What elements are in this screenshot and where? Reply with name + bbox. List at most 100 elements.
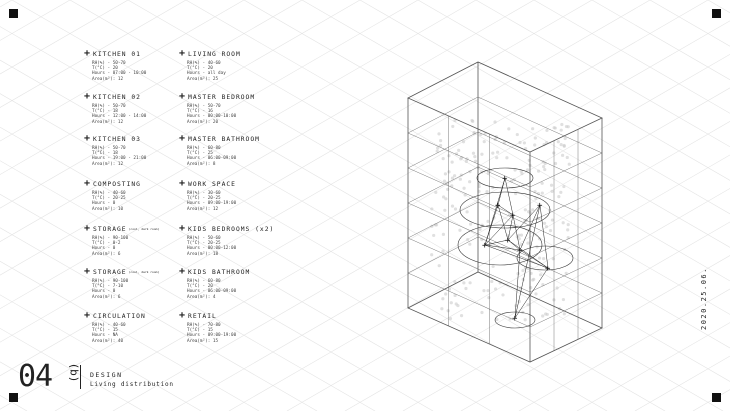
volume-dot [462, 187, 465, 190]
volume-dot [469, 281, 472, 284]
room-title-row: + WORK SPACE [179, 180, 274, 188]
volume-dot [457, 149, 460, 152]
volume-dot [466, 238, 469, 241]
volume-dot [434, 191, 437, 194]
room-entry: + STORAGE (cool, dark room) RH(%) - 90-100… [84, 225, 179, 257]
volume-dot [441, 250, 444, 253]
volume-dot [521, 269, 524, 272]
room-title-row: + KITCHEN 02 [84, 93, 179, 101]
room-area: Area(m²): 6 [92, 295, 179, 300]
room-title: MASTER BATHROOM [188, 136, 260, 143]
room-title: KIDS BEDROOMS (x2) [188, 226, 274, 233]
volume-dot [526, 168, 529, 171]
room-entry: + WORK SPACE RH(%) - 30-60 T(°C) - 20-25 Ho… [179, 180, 274, 212]
volume-dot [505, 156, 508, 159]
room-title-row: + STORAGE (cool, dark room) [84, 268, 179, 276]
grid-line [287, 0, 730, 411]
volume-dot [564, 137, 567, 140]
volume-dot [542, 257, 545, 260]
room-title-row: + KITCHEN 01 [84, 50, 179, 58]
room-entry: + KITCHEN 02 RH(%) - 50-70 T(°C) - 18 Hours… [84, 93, 179, 125]
volume-dot [560, 129, 563, 132]
room-area: Area(m²): 6 [92, 252, 179, 257]
volume-dot [496, 151, 499, 154]
volume-dot [566, 228, 569, 231]
room-title: LIVING ROOM [188, 51, 241, 58]
volume-dot [460, 314, 463, 317]
volume-dot [566, 156, 569, 159]
volume-dot [524, 208, 527, 211]
volume-dot [451, 205, 454, 208]
sheet-subtitle: Living distribution [90, 381, 174, 388]
grid-line [0, 0, 12, 411]
volume-dot [448, 288, 451, 291]
room-title-row: + KIDS BATHROOM [179, 268, 274, 276]
grid-line [0, 0, 70, 411]
room-title: KITCHEN 01 [93, 51, 141, 58]
volume-dot [560, 123, 563, 126]
volume-dot [442, 157, 445, 160]
volume-dot [562, 298, 565, 301]
volume-dot [487, 296, 490, 299]
corner-mark [9, 393, 18, 402]
volume-dot [533, 143, 536, 146]
volume-dot [443, 209, 446, 212]
volume-dot [557, 140, 560, 143]
volume-dot [541, 314, 544, 317]
corner-mark [9, 9, 18, 18]
volume-dot [464, 287, 467, 290]
room-title: CIRCULATION [93, 313, 146, 320]
volume-dot [507, 127, 510, 130]
volume-dot [518, 141, 521, 144]
volume-dot [531, 208, 534, 211]
volume-dot [451, 125, 454, 128]
volume-dot [439, 139, 442, 142]
room-title: KITCHEN 02 [93, 94, 141, 101]
volume-dot [516, 133, 519, 136]
room-entry: + CIRCULATION RH(%) - 40-60 T(°C) - 15 Hour… [84, 312, 179, 344]
node-marker: + [482, 241, 488, 251]
grid-line [476, 0, 730, 411]
room-area: Area(m²): 40 [92, 339, 179, 344]
room-title: RETAIL [188, 313, 217, 320]
volume-dot [551, 218, 554, 221]
node-marker: + [495, 201, 501, 211]
volume-dot [440, 307, 443, 310]
volume-dot [485, 190, 488, 193]
volume-dot [441, 297, 444, 300]
grid-line [229, 0, 730, 411]
volume-dot [459, 178, 462, 181]
room-title-row: + KIDS BEDROOMS (x2) [179, 225, 274, 233]
volume-dot [526, 242, 529, 245]
plus-icon: + [84, 50, 91, 58]
node-marker: + [502, 174, 508, 184]
volume-dot [552, 257, 555, 260]
volume-dot [483, 140, 486, 143]
volume-dot [545, 129, 548, 132]
volume-dot [538, 256, 541, 259]
volume-dot [430, 207, 433, 210]
room-title: MASTER BEDROOM [188, 94, 255, 101]
volume-dot [568, 163, 571, 166]
volume-dot [563, 312, 566, 315]
room-area: Area(m²): 12 [92, 120, 179, 125]
sheet-title: DESIGN [90, 371, 122, 379]
volume-dot [493, 120, 496, 123]
node-marker: + [510, 211, 516, 221]
room-subtitle: (cool, dark room) [129, 227, 160, 231]
volume-dot [454, 207, 457, 210]
room-title-row: + STORAGE (cool, dark room) [84, 225, 179, 233]
volume-dot [447, 154, 450, 157]
volume-dot [451, 160, 454, 163]
room-title-row: + MASTER BEDROOM [179, 93, 274, 101]
volume-dot [534, 136, 537, 139]
volume-dot [450, 301, 453, 304]
volume-dot [490, 280, 493, 283]
room-area: Area(m²): 12 [187, 207, 274, 212]
room-area: Area(m²): 12 [92, 77, 179, 82]
room-title-row: + MASTER BATHROOM [179, 135, 274, 143]
volume-dot [529, 286, 532, 289]
volume-dot [531, 127, 534, 130]
room-entry: + STORAGE (cool, dark room) RH(%) - 90-100… [84, 268, 179, 300]
volume-dot [473, 155, 476, 158]
